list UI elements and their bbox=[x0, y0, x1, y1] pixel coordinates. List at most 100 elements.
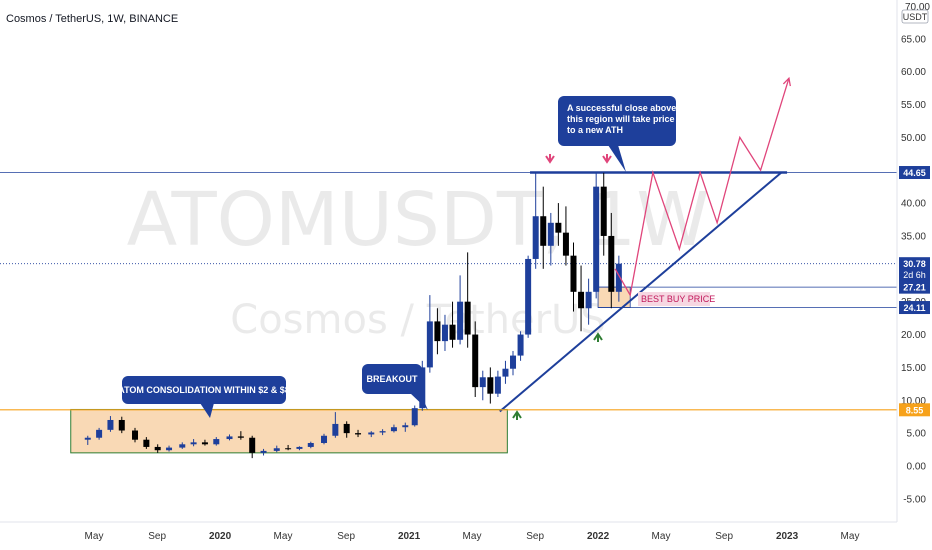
candle-body bbox=[434, 321, 441, 342]
candle-body bbox=[600, 186, 607, 236]
candle-body bbox=[118, 419, 125, 431]
price-tick-label: 60.00 bbox=[901, 67, 926, 78]
projection-arrowhead-icon bbox=[782, 76, 791, 87]
candle-body bbox=[510, 355, 517, 369]
price-tick-label: 20.00 bbox=[901, 330, 926, 341]
candle-body bbox=[237, 436, 244, 438]
up-arrow-icon bbox=[593, 332, 603, 342]
candle-body bbox=[578, 291, 585, 309]
time-axis[interactable]: May Sep 2020 May Sep 2021 May Sep 2022 May Sep 2023… bbox=[0, 521, 897, 542]
price-axis-top-label: 70.00 bbox=[905, 2, 930, 13]
candle-body bbox=[487, 377, 494, 394]
watermark-name: Cosmos / TetherUS bbox=[230, 297, 605, 343]
time-tick-label: Sep bbox=[148, 531, 166, 542]
price-tick-label: -5.00 bbox=[903, 494, 926, 505]
candle-body bbox=[532, 216, 539, 259]
currency-label: USDT bbox=[903, 12, 928, 22]
callout-ath-note: A successful close above this region wil… bbox=[558, 96, 676, 172]
candle-body bbox=[570, 255, 577, 292]
candle-body bbox=[457, 301, 464, 340]
candle-body bbox=[226, 436, 233, 440]
time-tick-label: Sep bbox=[526, 531, 544, 542]
candle-body bbox=[464, 301, 471, 335]
time-tick-label: May bbox=[85, 531, 104, 542]
best-buy-text: BEST BUY PRICE bbox=[641, 294, 715, 304]
time-tick-label: 2020 bbox=[209, 531, 232, 542]
candle-body bbox=[213, 439, 220, 445]
candle-body bbox=[540, 216, 547, 246]
candle-body bbox=[285, 448, 292, 450]
candle-body bbox=[154, 446, 161, 451]
time-tick-label: Sep bbox=[715, 531, 733, 542]
up-arrow-icon bbox=[512, 410, 522, 420]
price-tick-label: 50.00 bbox=[901, 133, 926, 144]
candle-body bbox=[449, 324, 456, 340]
candle-body bbox=[525, 258, 532, 335]
price-tick-label: 55.00 bbox=[901, 100, 926, 111]
price-tick-label: 10.00 bbox=[901, 396, 926, 407]
projection-layer bbox=[614, 76, 791, 297]
candle-body bbox=[307, 442, 314, 447]
price-tag bbox=[899, 301, 930, 315]
currency-badge[interactable] bbox=[901, 9, 929, 24]
price-tag-label: 44.65 bbox=[903, 168, 926, 178]
time-tick-label: Sep bbox=[337, 531, 355, 542]
candle-body bbox=[132, 430, 139, 440]
candle-body bbox=[143, 439, 150, 447]
candle-body bbox=[472, 334, 479, 388]
price-tag-label: 27.21 bbox=[903, 283, 926, 293]
time-tick-label: 2021 bbox=[398, 531, 421, 542]
candle-body bbox=[343, 423, 350, 434]
candle-body bbox=[179, 444, 186, 448]
callout-breakout: BREAKOUT bbox=[362, 364, 428, 410]
price-tick-label: 5.00 bbox=[907, 429, 927, 440]
best-buy-label: BEST BUY PRICE bbox=[638, 292, 715, 306]
chart-title: Cosmos / TetherUS, 1W, BINANCE bbox=[6, 13, 178, 25]
price-tick-label: 0.00 bbox=[907, 462, 927, 473]
candle-body bbox=[608, 235, 615, 292]
watermark-ticker: ATOMUSDT, 1W bbox=[127, 177, 710, 263]
time-tick-label: May bbox=[463, 531, 482, 542]
candle-body bbox=[166, 447, 173, 451]
lines-layer bbox=[0, 171, 897, 413]
candle-body bbox=[585, 291, 592, 309]
price-tick-label: 65.00 bbox=[901, 34, 926, 45]
time-tick-label: 2023 bbox=[776, 531, 799, 542]
candle-body bbox=[249, 437, 256, 453]
ath-note-line-1: A successful close above bbox=[567, 103, 676, 113]
candle-body bbox=[355, 433, 362, 435]
candle-body bbox=[321, 435, 328, 443]
candle-body bbox=[379, 431, 386, 433]
candle-body bbox=[479, 377, 486, 388]
candle-body bbox=[441, 324, 448, 342]
markers bbox=[512, 154, 612, 420]
candle-body bbox=[260, 450, 267, 453]
consolidation-label: ATOM CONSOLIDATION WITHIN $2 & $8 bbox=[118, 385, 290, 395]
price-tag-label: 24.11 bbox=[903, 303, 925, 313]
projection-path bbox=[614, 78, 790, 297]
candle-body bbox=[494, 376, 501, 394]
price-tag-label: 8.55 bbox=[906, 405, 924, 415]
candle-body bbox=[593, 186, 600, 292]
price-tag-countdown: 2d 6h bbox=[903, 270, 926, 280]
candle-body bbox=[368, 432, 375, 435]
candle-body bbox=[273, 448, 280, 451]
ath-note-line-2: this region will take price bbox=[567, 114, 675, 124]
candle-body bbox=[517, 334, 524, 356]
candle-body bbox=[107, 419, 114, 430]
candle-body bbox=[562, 232, 569, 256]
candle-body bbox=[390, 427, 397, 432]
candle-body bbox=[296, 446, 303, 449]
down-arrow-icon bbox=[602, 154, 612, 164]
candle-body bbox=[402, 425, 409, 428]
time-tick-label: May bbox=[841, 531, 860, 542]
candle-body bbox=[332, 423, 339, 436]
callout-consolidation: ATOM CONSOLIDATION WITHIN $2 & $8 bbox=[118, 376, 290, 418]
price-axis[interactable]: 70.00 USDT 65.0060.0055.0050.0045.0040.0… bbox=[896, 0, 930, 522]
price-tag bbox=[899, 257, 930, 282]
breakout-label: BREAKOUT bbox=[367, 374, 419, 384]
candle-body bbox=[419, 367, 426, 409]
candle-body bbox=[190, 442, 197, 445]
